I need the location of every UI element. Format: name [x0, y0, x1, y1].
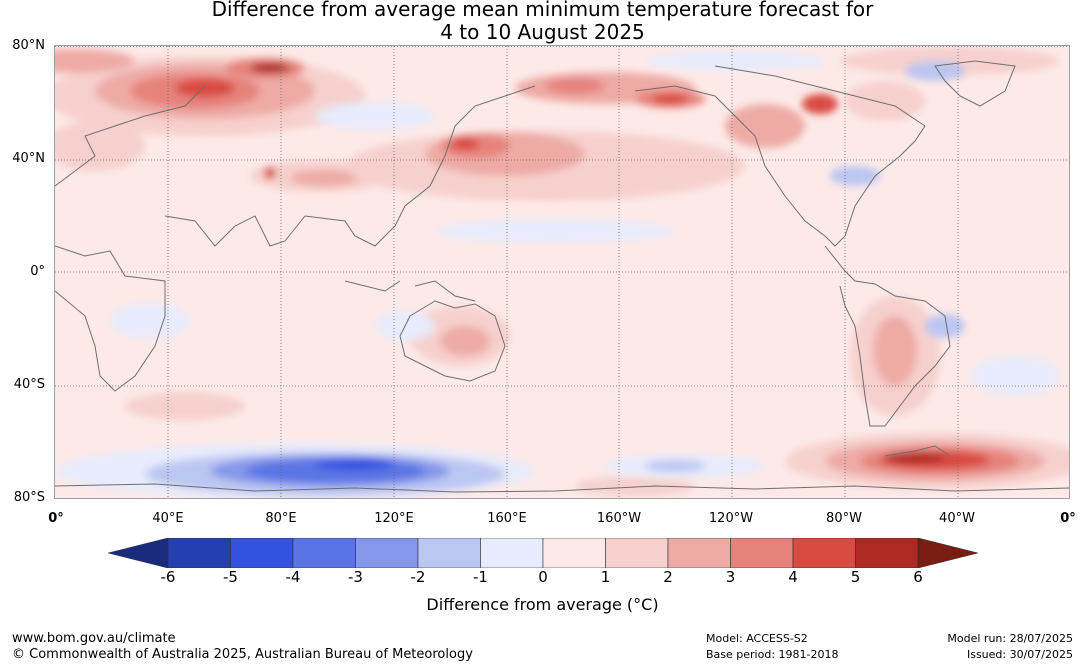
temperature-anomaly-map	[54, 45, 1070, 499]
lon-label-80e: 80°E	[265, 511, 297, 526]
lon-label-120w: 120°W	[708, 511, 754, 526]
colorbar-tick-label: -4	[285, 568, 301, 586]
base-period: Base period: 1981-2018	[706, 648, 839, 661]
colorbar-segment	[792, 537, 856, 569]
issued-date: Issued: 30/07/2025	[966, 648, 1073, 661]
anomaly-field-cool-regions	[55, 51, 1060, 498]
colorbar-under-arrow	[107, 537, 169, 569]
colorbar-segment	[292, 537, 356, 569]
map-graticule	[55, 46, 1069, 498]
colorbar-segment	[230, 537, 294, 569]
lat-label-80s: 80°S	[13, 490, 45, 505]
colorbar-tick-label: 1	[600, 568, 611, 586]
lon-label-120e: 120°E	[374, 511, 414, 526]
colorbar-tick-label: -2	[410, 568, 426, 586]
colorbar-segment	[667, 537, 731, 569]
model-name: Model: ACCESS-S2	[706, 632, 808, 645]
lat-label-40s: 40°S	[13, 377, 45, 392]
map-title-line-2: 4 to 10 August 2025	[440, 20, 645, 44]
colorbar-over-arrow	[917, 537, 979, 569]
colorbar-segment	[855, 537, 919, 569]
lat-label-equator: 0°	[30, 264, 45, 279]
colorbar-graphic	[107, 537, 979, 569]
model-run-date: Model run: 28/07/2025	[947, 632, 1073, 645]
colorbar-segment	[480, 537, 544, 569]
colorbar-tick-label: 3	[725, 568, 736, 586]
colorbar-tick-label: 6	[913, 568, 923, 586]
colorbar-segment	[167, 537, 231, 569]
lon-label-0-right: 0°	[1060, 511, 1076, 526]
colorbar-tick-label: 0	[538, 568, 548, 586]
lon-label-0-left: 0°	[48, 511, 64, 526]
colorbar-label: Difference from average (°C)	[426, 595, 659, 614]
map-title-line-1: Difference from average mean minimum tem…	[211, 0, 874, 21]
website-url: www.bom.gov.au/climate	[12, 631, 176, 646]
colorbar-tick-label: -6	[160, 568, 176, 586]
colorbar-tick-label: 2	[663, 568, 673, 586]
colorbar-segment	[730, 537, 794, 569]
lon-label-40e: 40°E	[152, 511, 184, 526]
colorbar-segment	[355, 537, 419, 569]
map-canvas	[55, 46, 1069, 498]
colorbar-tick-label: 5	[850, 568, 861, 586]
map-title: Difference from average mean minimum tem…	[0, 0, 1085, 44]
colorbar-tick-label: -1	[473, 568, 488, 586]
colorbar-tick-label: -5	[223, 568, 238, 586]
colorbar	[107, 537, 979, 569]
colorbar-tick-label: 4	[788, 568, 798, 586]
lon-label-80w: 80°W	[826, 511, 862, 526]
lon-label-160e: 160°E	[487, 511, 527, 526]
colorbar-segment	[542, 537, 606, 569]
lat-label-40n: 40°N	[12, 151, 45, 166]
lon-label-40w: 40°W	[939, 511, 975, 526]
lat-label-80n: 80°N	[12, 38, 45, 53]
coastlines	[55, 60, 1069, 493]
colorbar-tick-label: -3	[348, 568, 363, 586]
colorbar-segment	[605, 537, 669, 569]
anomaly-field-warm-regions	[55, 47, 1069, 496]
copyright-notice: © Commonwealth of Australia 2025, Austra…	[12, 647, 473, 662]
lon-label-160w: 160°W	[596, 511, 642, 526]
colorbar-segment	[417, 537, 481, 569]
